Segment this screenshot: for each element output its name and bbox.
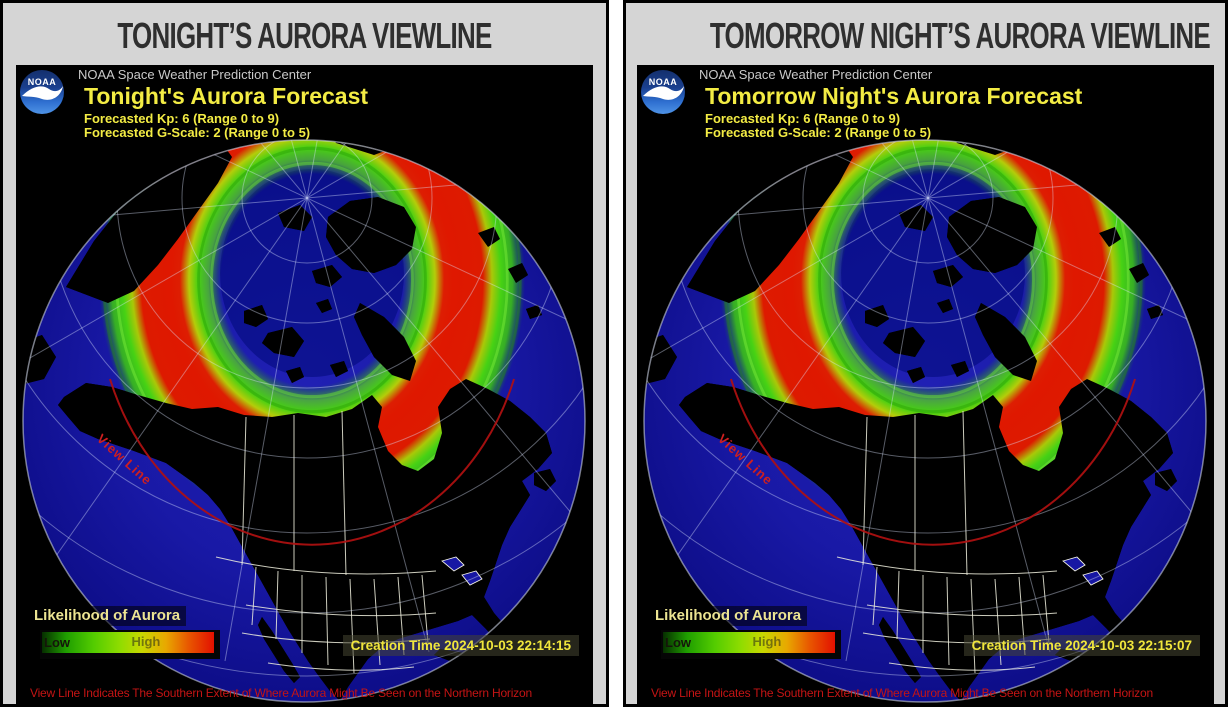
panel-title-tonight: TONIGHT’S AURORA VIEWLINE [117, 15, 492, 56]
aurora-map-tonight: NOAA NOAA Space Weather Prediction Cente… [16, 65, 593, 707]
legend-high-label: High [752, 634, 782, 649]
agency-name: NOAA Space Weather Prediction Center [78, 67, 312, 82]
legend-low-label: Low [44, 635, 70, 650]
noaa-logo-text: NOAA [648, 77, 678, 87]
panel-title-tomorrow: TOMORROW NIGHT’S AURORA VIEWLINE [709, 15, 1211, 56]
map-title: Tomorrow Night's Aurora Forecast [705, 83, 1083, 109]
legend-title: Likelihood of Aurora [651, 606, 808, 626]
legend-gradient-bar: Low High [40, 630, 220, 659]
legend-high-label: High [131, 634, 161, 649]
noaa-bird-icon [22, 86, 63, 100]
legend-gradient: Low High [663, 632, 835, 653]
forecast-gscale: Forecasted G-Scale: 2 (Range 0 to 5) [84, 125, 311, 140]
noaa-logo: NOAA [641, 70, 685, 114]
agency-name: NOAA Space Weather Prediction Center [699, 67, 933, 82]
likelihood-legend: Likelihood of Aurora Low High [30, 606, 220, 659]
noaa-bird-icon [643, 86, 684, 100]
noaa-logo: NOAA [20, 70, 64, 114]
view-line-caption: View Line Indicates The Southern Extent … [30, 686, 532, 700]
panel-tonight: TONIGHT’S AURORA VIEWLINE NOAA NOAA Spac… [0, 0, 609, 707]
forecast-kp: Forecasted Kp: 6 (Range 0 to 9) [84, 111, 280, 126]
panel-tomorrow: TOMORROW NIGHT’S AURORA VIEWLINE NOAA NO… [623, 0, 1228, 707]
noaa-logo-text: NOAA [27, 77, 57, 87]
aurora-map-tomorrow: NOAA NOAA Space Weather Prediction Cente… [637, 65, 1214, 707]
legend-low-label: Low [665, 635, 691, 650]
forecast-gscale: Forecasted G-Scale: 2 (Range 0 to 5) [705, 125, 932, 140]
forecast-kp: Forecasted Kp: 6 (Range 0 to 9) [705, 111, 901, 126]
likelihood-legend: Likelihood of Aurora Low High [651, 606, 841, 659]
map-title: Tonight's Aurora Forecast [84, 83, 369, 109]
creation-time: Creation Time 2024-10-03 22:15:07 [963, 635, 1200, 656]
legend-gradient-bar: Low High [661, 630, 841, 659]
legend-gradient: Low High [42, 632, 214, 653]
view-line-caption: View Line Indicates The Southern Extent … [651, 686, 1153, 700]
creation-time: Creation Time 2024-10-03 22:14:15 [342, 635, 579, 656]
legend-title: Likelihood of Aurora [30, 606, 187, 626]
